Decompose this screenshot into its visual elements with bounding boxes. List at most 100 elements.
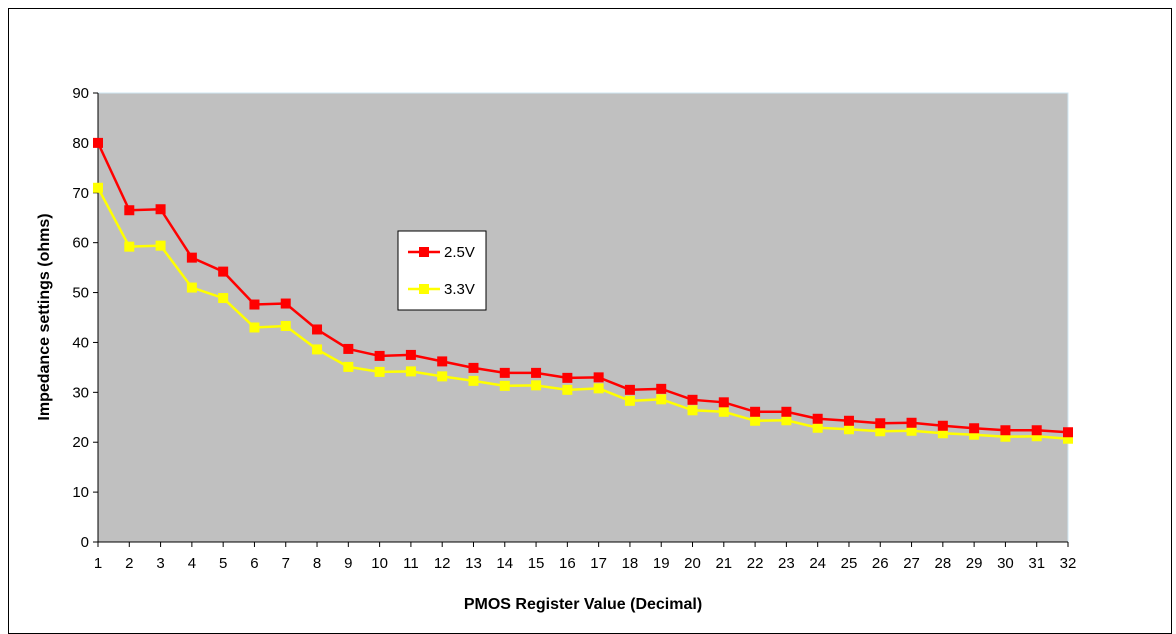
data-point — [1031, 425, 1042, 436]
x-tick-label: 18 — [622, 555, 639, 572]
data-point — [124, 205, 135, 216]
legend-label: 2.5V — [444, 244, 475, 261]
data-point — [437, 371, 448, 382]
data-point — [687, 394, 698, 405]
x-tick-label: 30 — [997, 555, 1014, 572]
x-tick-label: 8 — [313, 555, 321, 572]
data-point — [93, 182, 103, 193]
x-tick-label: 19 — [653, 555, 670, 572]
data-point — [468, 362, 479, 373]
x-tick-label: 21 — [715, 555, 732, 572]
x-tick-label: 9 — [344, 555, 352, 572]
x-tick-label: 13 — [465, 555, 482, 572]
x-tick-label: 23 — [778, 555, 795, 572]
x-tick-label: 32 — [1060, 555, 1077, 572]
data-point — [656, 394, 667, 405]
data-point — [405, 366, 416, 377]
legend-marker — [419, 247, 429, 257]
data-point — [624, 395, 635, 406]
data-point — [1063, 427, 1073, 438]
legend-label: 3.3V — [444, 281, 475, 298]
x-tick-label: 3 — [156, 555, 164, 572]
x-tick-label: 5 — [219, 555, 227, 572]
x-tick-label: 16 — [559, 555, 576, 572]
data-point — [499, 380, 510, 391]
data-point — [812, 413, 823, 424]
data-point — [531, 380, 542, 391]
data-point — [875, 426, 886, 437]
x-tick-label: 14 — [496, 555, 513, 572]
data-point — [750, 406, 761, 417]
data-point — [93, 137, 103, 148]
data-point — [781, 415, 792, 426]
x-tick-label: 24 — [809, 555, 826, 572]
data-point — [593, 383, 604, 394]
data-point — [374, 350, 385, 361]
y-tick-label: 30 — [72, 384, 89, 401]
y-tick-label: 0 — [81, 534, 89, 551]
data-point — [906, 425, 917, 436]
data-point — [405, 349, 416, 360]
data-point — [218, 266, 229, 277]
x-tick-label: 31 — [1028, 555, 1045, 572]
data-point — [249, 322, 260, 333]
x-tick-label: 6 — [250, 555, 258, 572]
y-tick-label: 20 — [72, 434, 89, 451]
x-tick-label: 12 — [434, 555, 451, 572]
data-point — [969, 429, 980, 440]
data-point — [843, 424, 854, 435]
x-tick-label: 15 — [528, 555, 545, 572]
x-tick-label: 20 — [684, 555, 701, 572]
x-axis-title: PMOS Register Value (Decimal) — [464, 596, 702, 613]
y-tick-label: 90 — [72, 85, 89, 102]
x-tick-label: 22 — [747, 555, 764, 572]
x-tick-label: 26 — [872, 555, 889, 572]
data-point — [218, 293, 229, 304]
chart-frame: 0 10 20 30 40 50 60 70 80 90 1 2 3 4 5 6 7 8 9 10 11 12 13 14 15… — [8, 8, 1172, 634]
x-tick-label: 27 — [903, 555, 920, 572]
data-point — [812, 422, 823, 433]
data-point — [1000, 425, 1011, 436]
data-point — [124, 241, 135, 252]
data-point — [280, 320, 291, 331]
data-point — [562, 372, 573, 383]
legend: 2.5V 3.3V — [397, 230, 487, 311]
data-point — [875, 418, 886, 429]
y-tick-label: 50 — [72, 285, 89, 302]
x-tick-label: 17 — [590, 555, 607, 572]
plot-area — [97, 92, 1069, 543]
y-tick-label: 80 — [72, 135, 89, 152]
series-line — [96, 187, 1069, 440]
data-point — [562, 384, 573, 395]
x-tick-label: 10 — [371, 555, 388, 572]
data-point — [1031, 431, 1042, 442]
data-point — [593, 372, 604, 383]
series-line — [96, 142, 1069, 434]
data-point — [843, 415, 854, 426]
data-point — [969, 423, 980, 434]
y-axis-title: Impedance settings (ohms) — [36, 213, 53, 420]
data-point — [937, 428, 948, 439]
data-point — [249, 299, 260, 310]
x-tick-label: 11 — [403, 555, 419, 572]
data-point — [280, 298, 291, 309]
x-tick-label: 28 — [934, 555, 951, 572]
data-point — [1000, 431, 1011, 442]
y-tick-label: 10 — [72, 484, 89, 501]
x-tick-label: 2 — [125, 555, 133, 572]
data-point — [468, 375, 479, 386]
data-point — [687, 405, 698, 416]
y-tick-label: 60 — [72, 235, 89, 252]
data-point — [937, 420, 948, 431]
series-layer — [93, 137, 1073, 444]
data-point — [906, 417, 917, 428]
data-point — [718, 397, 729, 408]
data-point — [374, 366, 385, 377]
data-point — [437, 356, 448, 367]
legend-box — [397, 230, 487, 311]
y-tick-label: 70 — [72, 185, 89, 202]
data-point — [531, 367, 542, 378]
data-point — [155, 204, 166, 215]
